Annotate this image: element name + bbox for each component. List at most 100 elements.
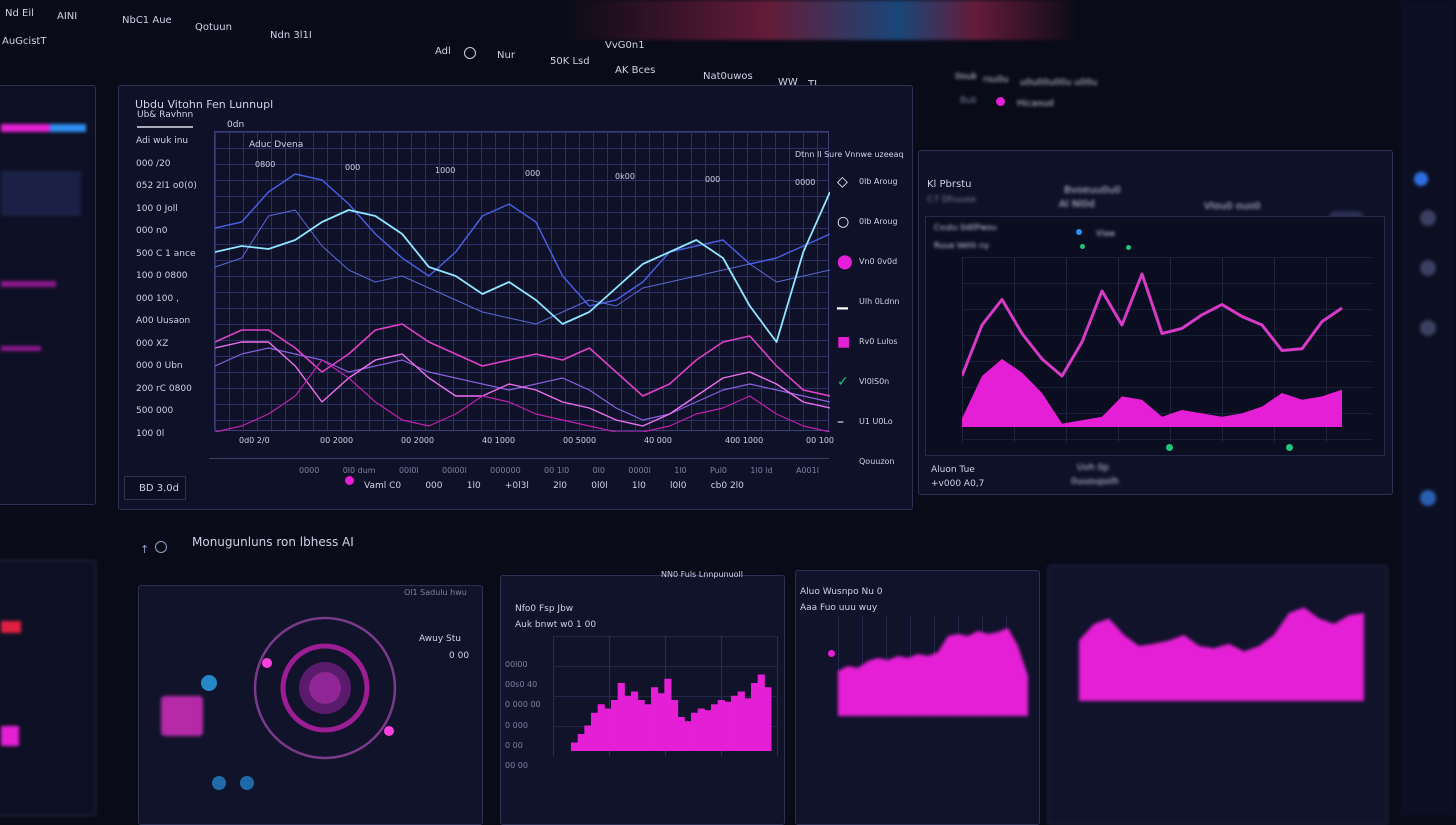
sidebar-icon[interactable]: [1420, 210, 1436, 226]
bar[interactable]: [737, 691, 745, 752]
line-chart[interactable]: Aduc Dvena 0800 000 1000 000 0k00 000 0000: [214, 131, 830, 432]
bar[interactable]: [731, 695, 739, 751]
legend-item[interactable]: – U1 U0Lo: [831, 414, 911, 454]
side-list-item[interactable]: 200 rC 0800: [136, 383, 192, 394]
bar[interactable]: [764, 687, 772, 751]
header-item[interactable]: rsu0u: [983, 75, 1009, 85]
sidebar-icon[interactable]: [1420, 490, 1436, 506]
tab[interactable]: 0dn: [227, 120, 245, 130]
legend-item[interactable]: ■ Rv0 Lulos: [831, 334, 911, 374]
bar[interactable]: [697, 708, 705, 752]
side-list-item[interactable]: 000 0 Ubn: [136, 361, 183, 371]
bar[interactable]: [704, 710, 712, 751]
side-list-item[interactable]: 000 100 ,: [136, 293, 179, 304]
top-tick-label: 0800: [255, 160, 276, 169]
legend-item[interactable]: ✓ Vl0lS0n: [831, 374, 911, 414]
side-list-item[interactable]: Adi wuk inu: [136, 136, 189, 146]
up-arrow-icon[interactable]: ↑: [140, 543, 150, 556]
sub-nav-item[interactable]: Nat0uwos: [703, 71, 753, 82]
bar[interactable]: [757, 674, 765, 752]
status-dot: [996, 97, 1005, 106]
legend-item[interactable]: ⬤ Vn0 0v0d: [831, 254, 911, 294]
sidebar-icon[interactable]: [1414, 172, 1428, 186]
bar[interactable]: [717, 700, 725, 751]
bar[interactable]: [624, 695, 632, 751]
sub-nav-item[interactable]: Nur: [497, 50, 515, 61]
stat-label: 00l00l: [442, 466, 467, 475]
bar[interactable]: [657, 693, 665, 751]
side-list-item[interactable]: 100 0 0800: [136, 271, 188, 281]
bar[interactable]: [677, 717, 685, 751]
bar[interactable]: [671, 700, 679, 751]
nav-item[interactable]: Nd Eil: [5, 8, 34, 19]
header-item[interactable]: 0ouk: [955, 72, 978, 82]
account-label[interactable]: AuGcistT: [2, 36, 47, 47]
bar[interactable]: [597, 704, 605, 751]
side-list-item[interactable]: 500 000: [136, 406, 174, 416]
bar[interactable]: [751, 683, 759, 751]
square-icon: ■: [837, 334, 851, 350]
side-list-item[interactable]: 000 XZ: [136, 338, 169, 349]
area-line-chart[interactable]: [962, 257, 1372, 442]
bar[interactable]: [711, 704, 719, 751]
sub-nav-item[interactable]: 50K Lsd: [550, 56, 590, 67]
side-list-item[interactable]: 000 n0: [136, 226, 168, 236]
refresh-icon[interactable]: [155, 541, 167, 553]
side-list-item[interactable]: 052 2l1 o0(0): [136, 181, 197, 191]
side-list-item[interactable]: 000 /20: [136, 158, 171, 169]
bar[interactable]: [691, 712, 699, 751]
sidebar-icon[interactable]: [1420, 320, 1436, 336]
bar[interactable]: [604, 708, 612, 752]
bar[interactable]: [744, 698, 752, 751]
side-list-item[interactable]: 100 0l: [136, 428, 165, 439]
legend-item[interactable]: ▁ Ulh 0Ldnn: [831, 294, 911, 334]
area-chart[interactable]: [1079, 591, 1364, 701]
nav-item[interactable]: AINI: [57, 11, 78, 22]
bar[interactable]: [577, 734, 585, 751]
area-chart-card: Aluo Wusnpo Nu 0 Aaa Fuo uuu wuy: [795, 570, 1040, 825]
nav-item[interactable]: Ndn 3l1I: [270, 30, 312, 41]
bar[interactable]: [644, 704, 652, 751]
bar[interactable]: [591, 712, 599, 751]
stat-value: l0l0: [670, 481, 687, 491]
bar[interactable]: [724, 701, 732, 751]
stat-label: Pul0: [709, 466, 728, 475]
sidebar-icon[interactable]: [1420, 260, 1436, 276]
legend-item[interactable]: Qouuzon: [831, 454, 911, 494]
legend-label: U1 U0Lo: [859, 417, 893, 426]
sub-nav-item[interactable]: WW: [778, 77, 798, 88]
sub-nav-item[interactable]: Adl: [435, 46, 451, 57]
stat-label: 00l0l: [398, 466, 419, 475]
bar[interactable]: [617, 683, 625, 751]
stat-value: 0l0l: [591, 481, 608, 491]
side-list-item[interactable]: 500 C 1 ance: [136, 248, 196, 259]
sub-nav-item[interactable]: TI: [808, 79, 817, 90]
bar[interactable]: [584, 725, 592, 752]
sub-nav-item[interactable]: AK Bces: [615, 65, 656, 76]
side-list-item[interactable]: 100 0 Joll: [136, 203, 178, 214]
area-chart[interactable]: [838, 616, 1028, 716]
bar[interactable]: [637, 700, 645, 751]
bar[interactable]: [684, 721, 692, 751]
legend-item[interactable]: ◇ 0lb Aroug: [831, 174, 911, 214]
circle-icon[interactable]: [464, 47, 476, 59]
side-list-item[interactable]: A00 Uusaon: [136, 316, 191, 326]
legend-label: Vlaw: [1096, 229, 1116, 238]
bar[interactable]: [571, 742, 579, 752]
gauge-ring[interactable]: [139, 586, 484, 816]
bar[interactable]: [664, 678, 672, 751]
bar[interactable]: [631, 691, 639, 752]
header-item[interactable]: u0u00u00u u00u: [1020, 78, 1098, 88]
legend-label: Rv0 Lulos: [859, 337, 898, 346]
circle-icon: ○: [837, 214, 850, 230]
stat-value: +0l3l: [504, 481, 529, 491]
filter-label[interactable]: Ub& Ravhnn: [137, 110, 194, 120]
summary-right: Vlou0 ouo0: [1204, 201, 1261, 212]
bar[interactable]: [651, 687, 659, 751]
bar[interactable]: [611, 700, 619, 751]
nav-item[interactable]: Qotuun: [195, 22, 232, 33]
nav-item[interactable]: NbC1 Aue: [122, 15, 172, 26]
stat-label: 0000l: [628, 466, 651, 475]
legend-item[interactable]: ○ 0lb Aroug: [831, 214, 911, 254]
bar-chart[interactable]: [553, 636, 778, 756]
